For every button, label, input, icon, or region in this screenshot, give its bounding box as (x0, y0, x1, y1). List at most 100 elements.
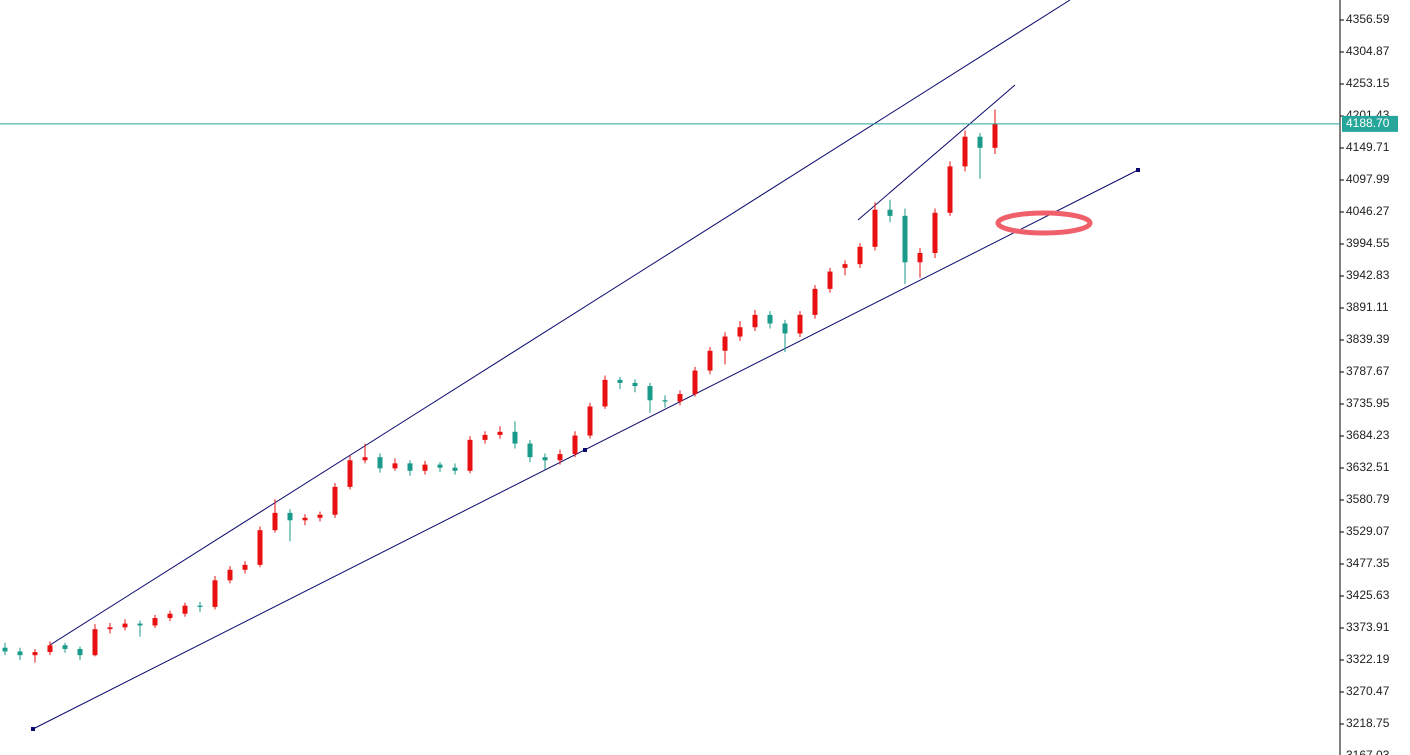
candle-body (77, 648, 83, 656)
short-trend-line (857, 84, 1016, 221)
candle-body (317, 514, 323, 518)
candle-body (242, 564, 248, 570)
candle-body (482, 434, 488, 440)
y-tick-label: 3580.79 (1346, 492, 1390, 506)
candle-body (602, 379, 608, 407)
candle-body (932, 212, 938, 254)
y-tick-label: 3684.23 (1346, 428, 1390, 442)
candle-body (62, 645, 68, 649)
candle-body (302, 517, 308, 521)
anchor-point[interactable] (583, 448, 587, 452)
candle-body (692, 370, 698, 395)
candle-body (332, 486, 338, 515)
candle-body (542, 457, 548, 461)
candle-body (167, 613, 173, 619)
candle-body (452, 467, 458, 471)
candle-body (197, 605, 203, 607)
candle-body (842, 264, 848, 268)
y-tick-label: 4046.27 (1346, 204, 1390, 218)
candle-body (557, 454, 563, 461)
candle-body (917, 253, 923, 263)
candle-body (722, 336, 728, 351)
y-tick-label: 3270.47 (1346, 684, 1390, 698)
candle-body (137, 623, 143, 626)
y-tick-label: 4097.99 (1346, 172, 1390, 186)
candle-body (32, 652, 38, 656)
candle-body (947, 166, 953, 213)
y-tick-label: 4356.59 (1346, 12, 1390, 26)
candle-body (182, 605, 188, 614)
candle-body (512, 431, 518, 444)
candle-body (92, 629, 98, 656)
candle-body (467, 439, 473, 471)
candle-body (617, 379, 623, 383)
candle-body (572, 435, 578, 455)
candle-body (902, 215, 908, 263)
candle-body (992, 123, 998, 148)
candle-body (347, 460, 353, 487)
y-tick-label: 3218.75 (1346, 716, 1390, 730)
candle-body (212, 580, 218, 607)
candle-body (662, 400, 668, 402)
candle-body (422, 464, 428, 471)
y-tick-label: 4253.15 (1346, 76, 1390, 90)
candle-body (782, 323, 788, 334)
highlight-ellipse (995, 210, 1093, 236)
candle-body (977, 136, 983, 148)
y-tick-label: 4149.71 (1346, 140, 1390, 154)
candle-body (962, 136, 968, 167)
candle-body (257, 530, 263, 565)
candle-body (2, 647, 8, 652)
upper-channel-line (49, 0, 1071, 646)
candle-body (17, 651, 23, 656)
last-price-label: 4188.70 (1346, 116, 1390, 130)
candle-body (122, 623, 128, 628)
candle-body (392, 463, 398, 469)
candle-body (767, 314, 773, 324)
y-tick-label: 3735.95 (1346, 396, 1390, 410)
plot-area (2, 0, 1140, 731)
candle-body (407, 463, 413, 471)
candle-body (737, 327, 743, 337)
candle-body (707, 350, 713, 371)
candle-body (437, 464, 443, 468)
anchor-point[interactable] (31, 727, 35, 731)
candle-body (812, 288, 818, 315)
candle-body (227, 569, 233, 581)
candle-body (587, 406, 593, 436)
candle-body (857, 246, 863, 265)
candle-body (797, 314, 803, 334)
candle-body (887, 209, 893, 216)
y-tick-label: 3373.91 (1346, 620, 1390, 634)
candle-body (152, 618, 158, 626)
y-tick-label: 3787.67 (1346, 364, 1390, 378)
y-tick-label: 3994.55 (1346, 236, 1390, 250)
candle-body (647, 386, 653, 401)
y-tick-label: 4304.87 (1346, 44, 1390, 58)
y-tick-label: 3477.35 (1346, 556, 1390, 570)
candle-body (497, 431, 503, 435)
candle-body (827, 271, 833, 289)
y-tick-label: 3529.07 (1346, 524, 1390, 538)
y-tick-label: 3839.39 (1346, 332, 1390, 346)
y-tick-label: 3942.83 (1346, 268, 1390, 282)
y-tick-label: 3322.19 (1346, 652, 1390, 666)
candle-body (272, 512, 278, 531)
candle-body (632, 382, 638, 387)
anchor-point[interactable] (1136, 168, 1140, 172)
last-price-box (1342, 115, 1398, 132)
y-tick-label: 3891.11 (1346, 300, 1389, 314)
candle-body (362, 457, 368, 461)
candle-body (107, 627, 113, 630)
candle-body (287, 512, 293, 521)
candle-body (47, 645, 53, 653)
candle-body (377, 457, 383, 469)
candle-body (872, 209, 878, 247)
y-tick-label: 3167.03 (1346, 748, 1390, 755)
y-tick-label: 3425.63 (1346, 588, 1390, 602)
candle-body (527, 443, 533, 458)
candle-body (752, 314, 758, 328)
y-tick-label: 3632.51 (1346, 460, 1390, 474)
